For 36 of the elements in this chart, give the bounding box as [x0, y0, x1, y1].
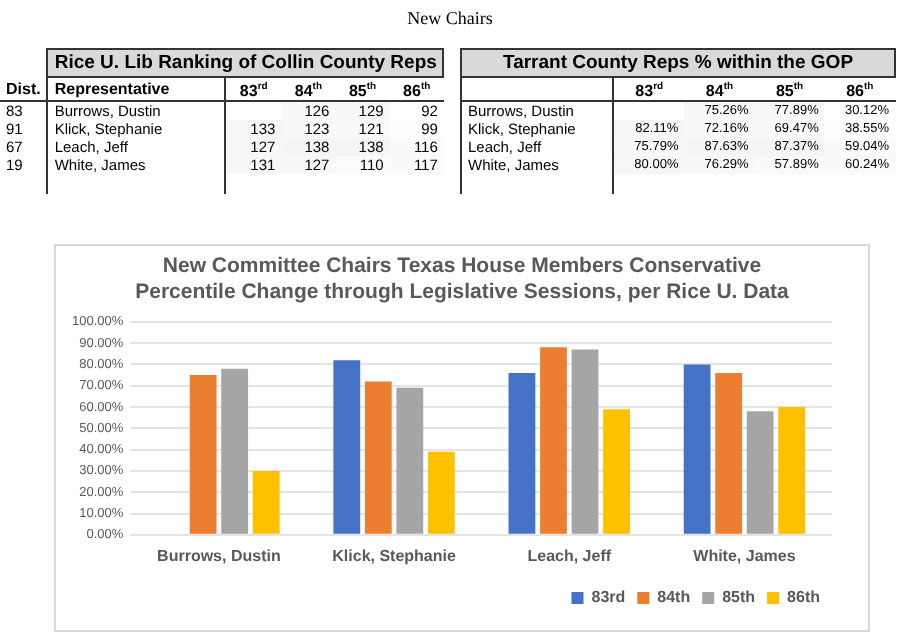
x-tick-label: 86$^{th}$	[403, 80, 431, 100]
x-tick-label: 84$^{th}$	[705, 80, 734, 100]
legend-label: 85th	[722, 588, 756, 607]
chart-title: Rice U. Lib Ranking of Collin County Reps	[47, 49, 444, 77]
bar	[252, 470, 280, 534]
x-tick-label: 85$^{th}$	[775, 80, 804, 100]
bar	[603, 409, 630, 534]
x-tick-label: 85$^{th}$	[348, 80, 377, 100]
chart-title: New Committee Chairs Texas House Members Conservative Percentile Change through Legislative Sessions, per Rice U. Data	[133, 254, 791, 306]
bar	[221, 368, 249, 534]
x-tick-label: White, James	[693, 546, 797, 565]
bar	[364, 381, 392, 534]
bar	[571, 349, 599, 534]
text: New Chairs	[405, 8, 495, 28]
x-tick-label: 86$^{th}$	[846, 80, 874, 100]
legend-label: 84th	[657, 588, 691, 607]
chart-title: Tarrant County Reps % within the GOP	[461, 49, 895, 77]
bar	[427, 451, 455, 534]
bar	[778, 407, 806, 534]
y2-axis-title: Dist.	[0, 77, 48, 101]
x-tick-label: 83$^{rd}$	[239, 80, 268, 100]
bar	[189, 375, 217, 534]
bar	[396, 387, 424, 534]
bar	[683, 364, 711, 534]
x-tick-label: 83$^{rd}$	[635, 80, 664, 100]
bar	[715, 372, 743, 534]
x-tick-label: Klick, Stephanie	[332, 546, 457, 565]
bar	[508, 372, 536, 534]
x-tick-label: Burrows, Dustin	[157, 546, 281, 565]
legend-label: 83rd	[591, 588, 626, 607]
x-tick-label: 84$^{th}$	[294, 80, 323, 100]
bar	[746, 411, 774, 534]
bar	[540, 347, 567, 534]
legend-label: 86th	[787, 588, 821, 607]
y-axis-title: Representative	[47, 77, 226, 101]
bar	[333, 360, 361, 534]
